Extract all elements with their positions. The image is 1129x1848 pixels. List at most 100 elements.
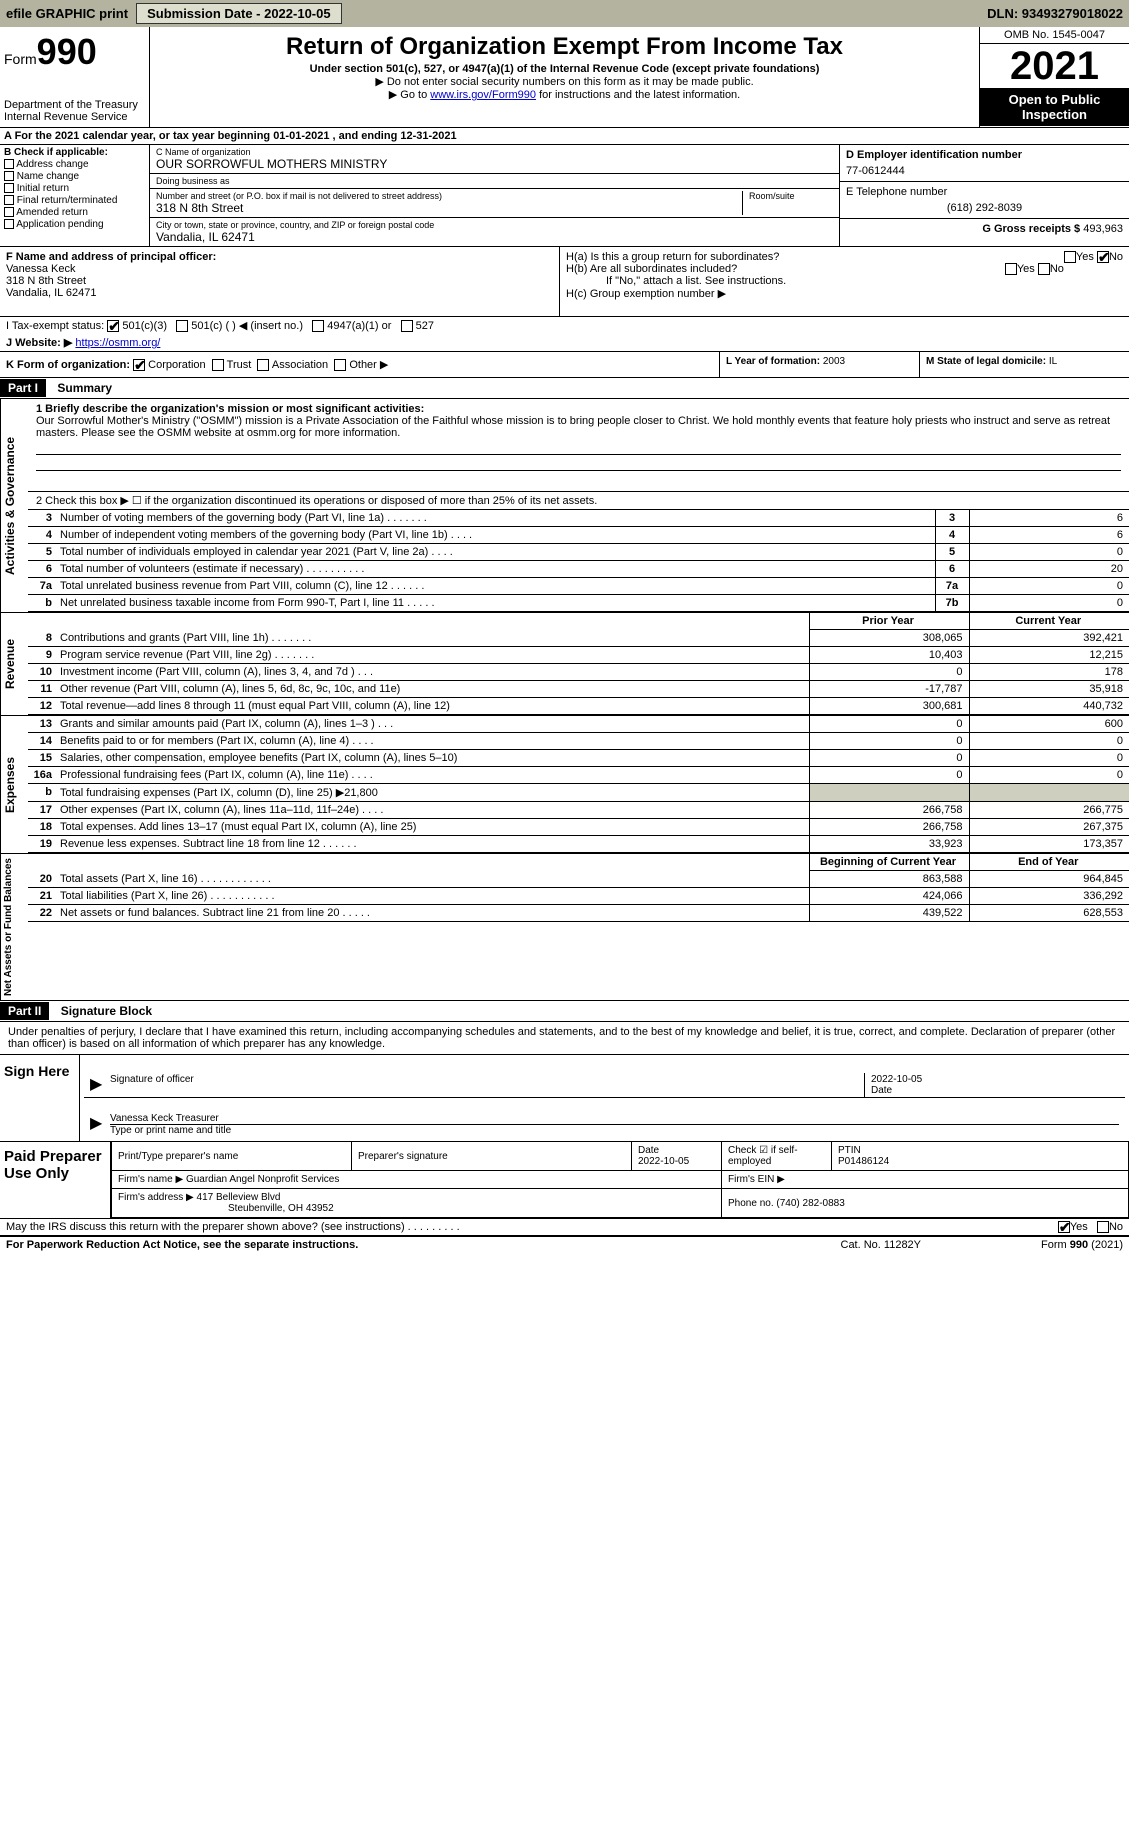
- hb-no-checkbox[interactable]: [1038, 263, 1050, 275]
- hb-note: If "No," attach a list. See instructions…: [566, 275, 1123, 287]
- firm-ein-label: Firm's EIN ▶: [722, 1171, 1129, 1189]
- amended-label: Amended return: [16, 207, 88, 218]
- street-row: Number and street (or P.O. box if mail i…: [150, 189, 839, 218]
- irs-label: Internal Revenue Service: [4, 111, 145, 123]
- q2-block: 2 Check this box ▶ ☐ if the organization…: [28, 492, 1129, 510]
- ha-row: H(a) Is this a group return for subordin…: [566, 251, 1123, 263]
- efile-header-bar: efile GRAPHIC print Submission Date - 20…: [0, 0, 1129, 27]
- chk-amended-return[interactable]: Amended return: [4, 207, 145, 218]
- firm-addr-cell: Firm's address ▶ 417 Belleview Blvd Steu…: [112, 1189, 722, 1218]
- city-row: City or town, state or province, country…: [150, 218, 839, 246]
- ha-yes-checkbox[interactable]: [1064, 251, 1076, 263]
- chk-527[interactable]: [401, 320, 413, 332]
- chk-501c[interactable]: [176, 320, 188, 332]
- firm-addr1: 417 Belleview Blvd: [197, 1192, 281, 1203]
- no-label: No: [1109, 251, 1123, 263]
- ha-no-checkbox[interactable]: [1097, 251, 1109, 263]
- self-employed-check: Check ☑ if self-employed: [722, 1142, 832, 1171]
- table-row: 22Net assets or fund balances. Subtract …: [28, 905, 1129, 922]
- na-content: Beginning of Current Year End of Year 20…: [28, 854, 1129, 1000]
- prep-phone-value: (740) 282-0883: [776, 1198, 844, 1209]
- firm-addr-label: Firm's address ▶: [118, 1192, 194, 1203]
- table-row: 15Salaries, other compensation, employee…: [28, 750, 1129, 767]
- hb-yes-checkbox[interactable]: [1005, 263, 1017, 275]
- discuss-no-checkbox[interactable]: [1097, 1221, 1109, 1233]
- chk-trust[interactable]: [212, 359, 224, 371]
- chk-association[interactable]: [257, 359, 269, 371]
- signature-intro: Under penalties of perjury, I declare th…: [0, 1022, 1129, 1055]
- part1-header-bar: Part I Summary: [0, 378, 1129, 399]
- table-row: 11Other revenue (Part VIII, column (A), …: [28, 681, 1129, 698]
- chk-501c3[interactable]: [107, 320, 119, 332]
- q1-label: 1 Briefly describe the organization's mi…: [36, 403, 1121, 415]
- net-assets-section: Net Assets or Fund Balances Beginning of…: [0, 854, 1129, 1001]
- sign-content: ▶ Signature of officer 2022-10-05Date ▶ …: [80, 1055, 1129, 1141]
- b-label: B Check if applicable:: [4, 147, 145, 158]
- ptin-value: P01486124: [838, 1156, 889, 1167]
- chk-app-pending[interactable]: Application pending: [4, 219, 145, 230]
- table-row: 14Benefits paid to or for members (Part …: [28, 733, 1129, 750]
- na-vertical-label: Net Assets or Fund Balances: [0, 854, 28, 1000]
- submission-date-button[interactable]: Submission Date - 2022-10-05: [136, 3, 342, 24]
- end-year-header: End of Year: [969, 854, 1129, 871]
- k-l-m-row: K Form of organization: Corporation Trus…: [0, 352, 1129, 378]
- org-name-row: C Name of organization OUR SORROWFUL MOT…: [150, 145, 839, 174]
- firm-name-value: Guardian Angel Nonprofit Services: [186, 1174, 339, 1185]
- prior-year-header: Prior Year: [809, 613, 969, 630]
- d-label: D Employer identification number: [846, 149, 1123, 161]
- final-label: Final return/terminated: [17, 195, 118, 206]
- website-link[interactable]: https://osmm.org/: [75, 337, 160, 349]
- chk-initial-return[interactable]: Initial return: [4, 183, 145, 194]
- opt-501c3: 501(c)(3): [122, 320, 167, 332]
- table-row: 3Number of voting members of the governi…: [28, 510, 1129, 527]
- exp-table: 13Grants and similar amounts paid (Part …: [28, 716, 1129, 853]
- chk-final-return[interactable]: Final return/terminated: [4, 195, 145, 206]
- officer-typed-name: Vanessa Keck Treasurer: [110, 1113, 1119, 1125]
- chk-address-change[interactable]: Address change: [4, 159, 145, 170]
- i-row: I Tax-exempt status: 501(c)(3) 501(c) ( …: [0, 317, 560, 334]
- table-row: 7aTotal unrelated business revenue from …: [28, 578, 1129, 595]
- discuss-yes-checkbox[interactable]: [1058, 1221, 1070, 1233]
- table-row: 17Other expenses (Part IX, column (A), l…: [28, 802, 1129, 819]
- firm-name-cell: Firm's name ▶ Guardian Angel Nonprofit S…: [112, 1171, 722, 1189]
- ptin-cell: PTINP01486124: [832, 1142, 1129, 1171]
- goto-note: ▶ Go to www.irs.gov/Form990 for instruct…: [158, 88, 971, 101]
- header-right: OMB No. 1545-0047 2021 Open to Public In…: [979, 27, 1129, 127]
- current-year-header: Current Year: [969, 613, 1129, 630]
- chk-name-change[interactable]: Name change: [4, 171, 145, 182]
- sig-date-label: Date: [871, 1085, 892, 1096]
- phone-block: E Telephone number (618) 292-8039: [840, 182, 1129, 219]
- prep-phone-cell: Phone no. (740) 282-0883: [722, 1189, 1129, 1218]
- table-row: 9Program service revenue (Part VIII, lin…: [28, 647, 1129, 664]
- yes-label: Yes: [1076, 251, 1094, 263]
- table-row: 5Total number of individuals employed in…: [28, 544, 1129, 561]
- chk-corporation[interactable]: [133, 359, 145, 371]
- form-subtitle: Under section 501(c), 527, or 4947(a)(1)…: [158, 63, 971, 75]
- rev-vertical-label: Revenue: [0, 613, 28, 715]
- tax-period-row: A For the 2021 calendar year, or tax yea…: [0, 128, 1129, 145]
- omb-number: OMB No. 1545-0047: [980, 27, 1129, 44]
- paid-preparer-label: Paid Preparer Use Only: [0, 1142, 110, 1218]
- prep-row-1: Print/Type preparer's name Preparer's si…: [112, 1142, 1129, 1171]
- goto-pre: ▶ Go to: [389, 89, 430, 101]
- j-row: J Website: ▶ https://osmm.org/: [0, 334, 560, 351]
- k-block: K Form of organization: Corporation Trus…: [0, 352, 719, 377]
- dept-treasury: Department of the Treasury: [4, 99, 145, 111]
- irs-link[interactable]: www.irs.gov/Form990: [430, 89, 536, 101]
- sig-date: 2022-10-05: [871, 1074, 922, 1085]
- org-name: OUR SORROWFUL MOTHERS MINISTRY: [156, 157, 833, 171]
- prep-row-3: Firm's address ▶ 417 Belleview Blvd Steu…: [112, 1189, 1129, 1218]
- chk-4947[interactable]: [312, 320, 324, 332]
- blank-line-3: [36, 473, 1121, 487]
- ein-block: D Employer identification number 77-0612…: [840, 145, 1129, 182]
- rev-header-row: Prior Year Current Year: [28, 613, 1129, 630]
- entity-mid: C Name of organization OUR SORROWFUL MOT…: [150, 145, 839, 246]
- mission-block: 1 Briefly describe the organization's mi…: [28, 399, 1129, 492]
- officer-name: Vanessa Keck: [6, 263, 553, 275]
- chk-other[interactable]: [334, 359, 346, 371]
- open-public-inspection: Open to Public Inspection: [980, 88, 1129, 126]
- c-label: C Name of organization: [156, 147, 833, 157]
- part2-header: Part II: [0, 1002, 49, 1020]
- prep-name-label: Print/Type preparer's name: [112, 1142, 352, 1171]
- cat-number: Cat. No. 11282Y: [841, 1239, 922, 1251]
